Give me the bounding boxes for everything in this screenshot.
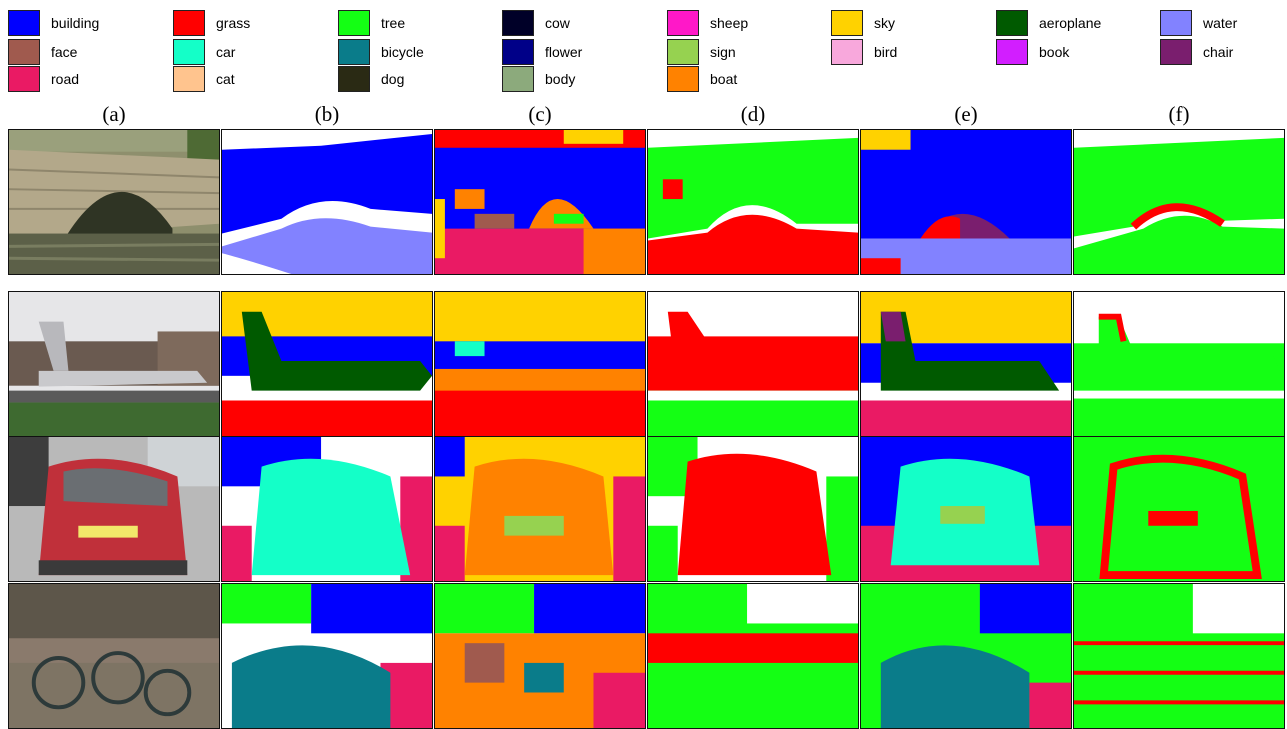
legend-swatch <box>8 66 40 92</box>
legend-label: sheep <box>710 15 749 31</box>
segmentation-b-aeroplane <box>221 291 433 437</box>
legend-item-bird: bird <box>831 39 897 65</box>
legend-label: chair <box>1203 44 1234 60</box>
legend-swatch <box>1160 10 1192 36</box>
legend-swatch <box>502 39 534 65</box>
legend-item-aeroplane: aeroplane <box>996 10 1101 36</box>
legend-swatch <box>996 10 1028 36</box>
legend-swatch <box>338 66 370 92</box>
segmentation-f-car <box>1073 436 1285 582</box>
legend-label: book <box>1039 44 1070 60</box>
legend-swatch <box>502 10 534 36</box>
legend-label: cat <box>216 71 235 87</box>
segmentation-d-bicycles <box>647 583 859 729</box>
segmentation-d-aeroplane <box>647 291 859 437</box>
legend-label: bicycle <box>381 44 424 60</box>
legend-item-boat: boat <box>667 66 737 92</box>
segmentation-c-aeroplane <box>434 291 646 437</box>
segmentation-b-car <box>221 436 433 582</box>
legend-item-water: water <box>1160 10 1237 36</box>
legend-item-body: body <box>502 66 575 92</box>
segmentation-f-bridge <box>1073 129 1285 275</box>
legend-swatch <box>667 66 699 92</box>
legend-item-sky: sky <box>831 10 895 36</box>
segmentation-e-bicycles <box>860 583 1072 729</box>
legend-label: cow <box>545 15 570 31</box>
legend-swatch <box>996 39 1028 65</box>
segmentation-d-bridge <box>647 129 859 275</box>
legend-item-sheep: sheep <box>667 10 748 36</box>
column-caption-f: (f) <box>1168 102 1190 126</box>
legend: building face road grass car cat tree bi… <box>0 0 1287 92</box>
legend-swatch <box>173 39 205 65</box>
segmentation-c-car <box>434 436 646 582</box>
input-photo-aeroplane <box>8 291 220 437</box>
legend-swatch <box>173 66 205 92</box>
segmentation-b-bridge <box>221 129 433 275</box>
legend-swatch <box>667 39 699 65</box>
legend-label: aeroplane <box>1039 15 1102 31</box>
legend-label: grass <box>216 15 251 31</box>
segmentation-c-bicycles <box>434 583 646 729</box>
segmentation-e-bridge <box>860 129 1072 275</box>
legend-item-bicycle: bicycle <box>338 39 424 65</box>
legend-swatch <box>338 39 370 65</box>
legend-label: dog <box>381 71 405 87</box>
legend-swatch <box>173 10 205 36</box>
input-photo-bridge <box>8 129 220 275</box>
column-caption-d: (d) <box>740 102 766 126</box>
input-photo-car <box>8 436 220 582</box>
legend-swatch <box>338 10 370 36</box>
legend-item-sign: sign <box>667 39 736 65</box>
legend-item-cow: cow <box>502 10 570 36</box>
legend-label: tree <box>381 15 406 31</box>
legend-label: car <box>216 44 236 60</box>
legend-swatch <box>667 10 699 36</box>
segmentation-f-aeroplane <box>1073 291 1285 437</box>
legend-item-face: face <box>8 39 77 65</box>
input-photo-bicycles <box>8 583 220 729</box>
legend-item-tree: tree <box>338 10 405 36</box>
legend-item-road: road <box>8 66 79 92</box>
legend-item-dog: dog <box>338 66 404 92</box>
legend-item-flower: flower <box>502 39 582 65</box>
segmentation-f-bicycles <box>1073 583 1285 729</box>
legend-item-building: building <box>8 10 99 36</box>
segmentation-c-bridge <box>434 129 646 275</box>
column-caption-b: (b) <box>314 102 340 126</box>
legend-label: body <box>545 71 576 87</box>
legend-label: road <box>51 71 80 87</box>
column-caption-a: (a) <box>102 102 126 126</box>
legend-label: flower <box>545 44 583 60</box>
legend-swatch <box>8 10 40 36</box>
legend-label: boat <box>710 71 738 87</box>
legend-swatch <box>831 39 863 65</box>
legend-item-cat: cat <box>173 66 235 92</box>
segmentation-e-car <box>860 436 1072 582</box>
legend-swatch <box>502 66 534 92</box>
segmentation-e-aeroplane <box>860 291 1072 437</box>
legend-item-grass: grass <box>173 10 250 36</box>
legend-swatch <box>8 39 40 65</box>
segmentation-b-bicycles <box>221 583 433 729</box>
legend-item-car: car <box>173 39 235 65</box>
legend-item-chair: chair <box>1160 39 1233 65</box>
column-caption-e: (e) <box>954 102 978 126</box>
legend-label: building <box>51 15 100 31</box>
legend-label: sky <box>874 15 895 31</box>
column-caption-c: (c) <box>528 102 552 126</box>
legend-label: sign <box>710 44 736 60</box>
legend-label: face <box>51 44 78 60</box>
legend-swatch <box>1160 39 1192 65</box>
legend-label: water <box>1203 15 1238 31</box>
legend-swatch <box>831 10 863 36</box>
legend-item-book: book <box>996 39 1069 65</box>
segmentation-d-car <box>647 436 859 582</box>
legend-label: bird <box>874 44 898 60</box>
